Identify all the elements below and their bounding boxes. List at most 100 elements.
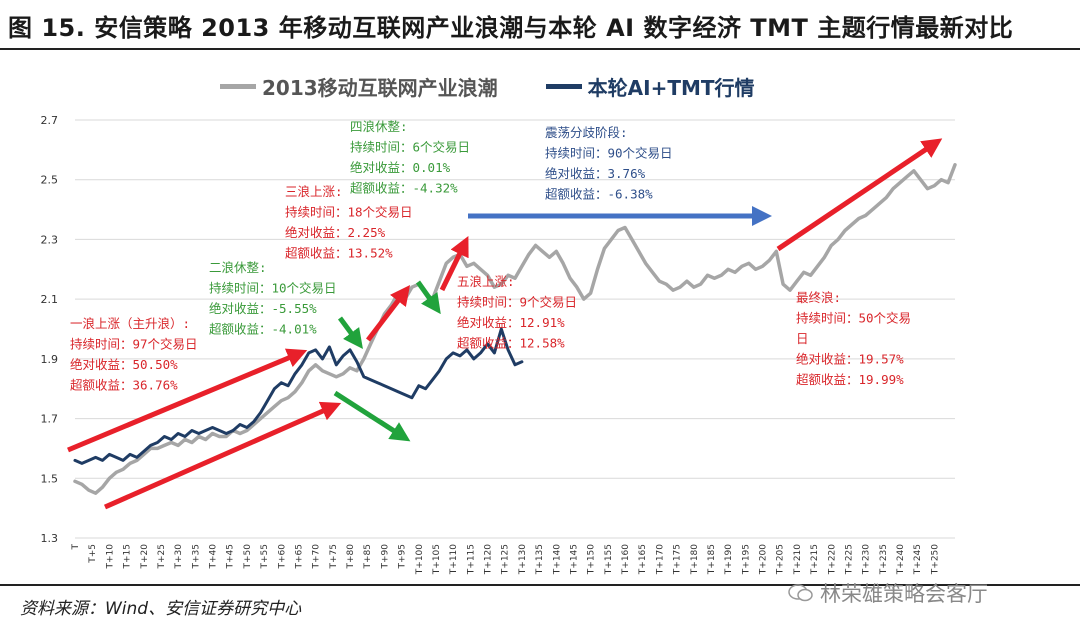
x-tick-label: T+195: [741, 544, 751, 575]
wechat-icon: [788, 583, 814, 603]
annotation-wave2-line: 绝对收益：-5.55%: [209, 301, 317, 316]
arrow-red-icon: [67, 348, 308, 453]
x-tick-label: T+185: [707, 544, 717, 575]
x-tick-label: T+160: [621, 544, 631, 575]
annotation-wave3-line: 持续时间：18个交易日: [285, 205, 413, 220]
annotation-wave3-line: 绝对收益：2.25%: [285, 225, 386, 240]
annotation-shake-line: 持续时间：90个交易日: [545, 146, 673, 161]
annotation-wave4-line: 超额收益：-4.32%: [350, 181, 458, 196]
annotation-final-line: 持续时间：50个交易: [796, 311, 911, 326]
annotation-wave2-line: 持续时间：10个交易日: [209, 281, 337, 296]
x-tick-label: T+175: [673, 544, 683, 575]
x-tick-label: T+45: [226, 544, 236, 570]
x-tick-label: T+60: [277, 544, 287, 570]
y-tick-label: 1.3: [41, 532, 59, 545]
arrow-red-icon: [776, 138, 943, 252]
x-tick-label: T+85: [363, 544, 373, 570]
x-tick-label: T+50: [243, 544, 253, 570]
x-tick-label: T+5: [88, 544, 98, 564]
figure-title: 图 15. 安信策略 2013 年移动互联网产业浪潮与本轮 AI 数字经济 TM…: [8, 14, 1014, 42]
annotation-wave4-line: 绝对收益：0.01%: [350, 160, 451, 175]
annotation-wave1-line: 持续时间：97个交易日: [70, 337, 198, 352]
x-tick-label: T+250: [930, 544, 940, 575]
annotation-wave5-line: 超额收益：12.58%: [457, 336, 565, 351]
x-tick-label: T+70: [312, 544, 322, 570]
x-tick-label: T+155: [604, 544, 614, 575]
watermark-text: 林荣雄策略会客厅: [820, 582, 988, 606]
x-tick-label: T+190: [724, 544, 734, 575]
x-tick-label: T+100: [415, 544, 425, 575]
x-tick-label: T+95: [398, 544, 408, 570]
series-line-current: [73, 327, 524, 465]
legend-swatch-navy: [545, 84, 582, 89]
x-tick-label: T+240: [896, 544, 906, 575]
x-tick-label: T+165: [638, 544, 648, 575]
x-tick-label: T+210: [793, 544, 803, 575]
x-tick-label: T+245: [913, 544, 923, 575]
y-tick-label: 2.7: [41, 114, 59, 127]
x-tick-label: T+135: [535, 544, 545, 575]
y-tick-label: 1.5: [41, 472, 59, 485]
x-tick-label: T+35: [191, 544, 201, 570]
annotation-wave4-line: 持续时间：6个交易日: [350, 140, 470, 155]
x-tick-label: T+125: [501, 544, 511, 575]
annotation-shake-line: 绝对收益：3.76%: [545, 166, 646, 181]
legend-swatch-gray: [220, 84, 256, 89]
annotation-wave2-line: 超额收益：-4.01%: [209, 322, 317, 337]
watermark: 林荣雄策略会客厅: [788, 578, 988, 608]
x-tick-label: T+115: [466, 544, 476, 575]
chart-legend: 2013移动互联网产业浪潮 本轮AI+TMT行情: [220, 72, 803, 101]
annotation-wave4-line: 四浪休整:: [350, 119, 408, 134]
annotation-wave5-line: 绝对收益：12.91%: [457, 315, 565, 330]
x-tick-label: T+145: [569, 544, 579, 575]
x-tick-label: T+90: [380, 544, 390, 570]
x-tick-label: T: [71, 544, 81, 551]
annotation-final-line: 超额收益：19.99%: [796, 372, 904, 387]
arrow-green-icon: [415, 280, 441, 315]
annotation-shake-line: 震荡分歧阶段:: [545, 125, 628, 140]
annotation-wave5-line: 五浪上涨:: [457, 274, 515, 289]
x-tick-label: T+75: [329, 544, 339, 570]
x-tick-label: T+120: [484, 544, 494, 575]
x-tick-label: T+225: [844, 544, 854, 575]
y-tick-label: 1.9: [41, 353, 59, 366]
annotation-wave1-line: 绝对收益：50.50%: [70, 357, 178, 372]
x-tick-label: T+220: [827, 544, 837, 575]
x-tick-label: T+180: [690, 544, 700, 575]
x-tick-label: T+20: [140, 544, 150, 570]
x-tick-label: T+200: [759, 544, 769, 575]
x-tick-label: T+15: [123, 544, 133, 570]
x-tick-label: T+40: [209, 544, 219, 570]
arrow-green-icon: [333, 390, 411, 442]
footer-divider: [0, 584, 1080, 586]
x-tick-label: T+235: [879, 544, 889, 575]
y-tick-label: 1.7: [41, 413, 59, 426]
source-note: 资料来源：Wind、安信证券研究中心: [20, 599, 302, 619]
y-tick-label: 2.5: [41, 174, 59, 187]
arrow-red-icon: [439, 236, 469, 292]
arrow-red-icon: [366, 285, 411, 342]
legend-label-2013: 2013移动互联网产业浪潮: [262, 76, 498, 100]
x-tick-label: T+110: [449, 544, 459, 575]
title-divider: [0, 48, 1080, 50]
legend-item-2013: 2013移动互联网产业浪潮: [220, 72, 498, 101]
x-tick-label: T+140: [552, 544, 562, 575]
y-tick-label: 2.3: [41, 233, 59, 246]
x-tick-label: T+25: [157, 544, 167, 570]
x-tick-label: T+130: [518, 544, 528, 575]
x-tick-label: T+205: [776, 544, 786, 575]
series-line-2013: [73, 163, 957, 495]
x-tick-label: T+10: [105, 544, 115, 570]
x-tick-label: T+105: [432, 544, 442, 575]
annotation-final-line: 日: [796, 331, 809, 346]
annotation-wave3-line: 超额收益：13.52%: [285, 246, 393, 261]
annotation-wave5-line: 持续时间：9个交易日: [457, 295, 577, 310]
x-tick-label: T+55: [260, 544, 270, 570]
x-tick-label: T+150: [587, 544, 597, 575]
y-tick-label: 2.1: [41, 293, 59, 306]
x-tick-label: T+170: [655, 544, 665, 575]
x-tick-label: T+65: [294, 544, 304, 570]
arrow-red-icon: [103, 401, 342, 510]
x-tick-label: T+215: [810, 544, 820, 575]
